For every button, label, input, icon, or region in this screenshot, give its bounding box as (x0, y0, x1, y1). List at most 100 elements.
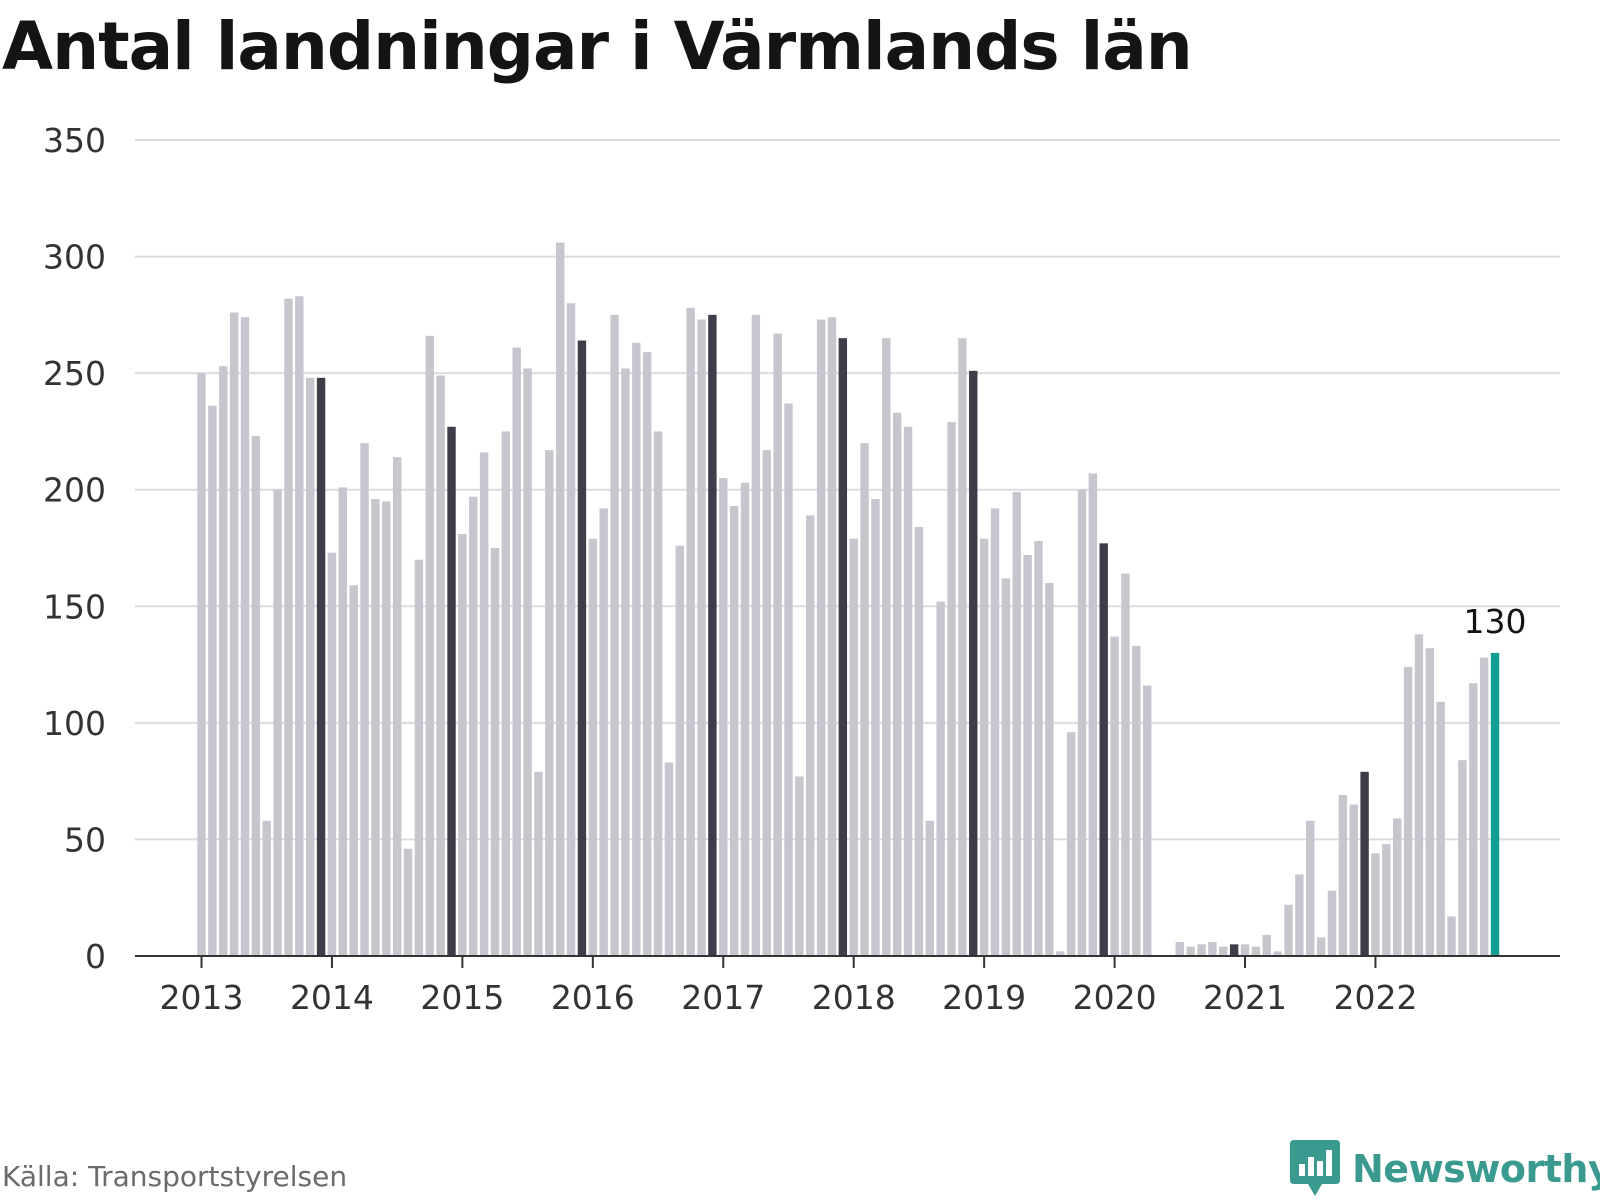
bar (1414, 634, 1424, 956)
y-tick-label: 100 (43, 704, 106, 743)
bar (653, 431, 663, 956)
bar (1229, 944, 1239, 956)
newsworthy-logo[interactable]: Newsworthy (1290, 1140, 1600, 1198)
bar (1425, 648, 1435, 956)
bar (632, 342, 641, 957)
bar (1251, 946, 1261, 956)
bar (773, 333, 782, 956)
bar (708, 314, 717, 956)
bar (762, 450, 771, 956)
x-tick-label: 2017 (681, 978, 765, 1017)
y-tick-label: 300 (43, 238, 106, 277)
bar (316, 377, 326, 956)
bar (1295, 874, 1304, 956)
bar (610, 314, 619, 956)
bar (697, 319, 706, 956)
x-tick-label: 2018 (812, 978, 896, 1017)
bar (990, 508, 1000, 956)
y-tick-label: 250 (43, 354, 106, 393)
bar (1001, 578, 1011, 956)
bar (1360, 771, 1369, 956)
bar (392, 457, 402, 956)
bar (599, 508, 608, 956)
bar (1371, 853, 1380, 956)
bar (1121, 573, 1130, 956)
bar (958, 338, 967, 956)
bar (1382, 844, 1391, 956)
gridlines (135, 139, 1560, 841)
x-axis: 2013 2014 2015 2016 2017 2018 2019 2020 2021 2022 (135, 955, 1560, 1017)
bar (740, 482, 750, 956)
bar (458, 534, 467, 956)
bar (545, 450, 554, 956)
data-labels: 130 (1464, 602, 1527, 641)
bar (577, 340, 587, 956)
x-tick-label: 2016 (551, 978, 635, 1017)
bar (1088, 473, 1098, 956)
bar (1066, 732, 1076, 956)
bar (1186, 946, 1195, 956)
bar (806, 515, 815, 956)
bar (197, 373, 206, 956)
bar (1142, 685, 1152, 956)
x-tick-label: 2013 (160, 978, 244, 1017)
bar (588, 538, 598, 956)
bar (469, 496, 478, 956)
bar (795, 776, 804, 956)
y-axis-ticks: 0 50 100 150 200 250 300 350 (43, 121, 106, 976)
bar (1338, 795, 1348, 956)
bar (490, 548, 500, 956)
bar (903, 426, 913, 956)
bar (1240, 944, 1250, 956)
x-tick-label: 2020 (1073, 978, 1157, 1017)
bar (1099, 543, 1108, 956)
bar (501, 431, 511, 956)
bar (1219, 946, 1228, 956)
bar (1056, 951, 1065, 956)
bar (860, 443, 869, 957)
bar (1262, 935, 1271, 956)
bar (240, 317, 250, 956)
bar (969, 370, 978, 956)
bar (1327, 890, 1337, 956)
bar (436, 375, 445, 957)
bar (360, 443, 369, 957)
bar (556, 242, 565, 956)
bar (1469, 683, 1478, 956)
bar (284, 298, 293, 956)
bar (523, 368, 532, 957)
bar (229, 312, 239, 956)
last-value-label: 130 (1464, 602, 1527, 641)
bar (892, 412, 902, 956)
bar (371, 499, 380, 956)
bar (1447, 916, 1456, 956)
bar (664, 762, 674, 956)
bar (447, 426, 456, 956)
y-tick-label: 150 (43, 587, 106, 626)
bar (414, 559, 424, 956)
bar (816, 319, 826, 956)
bar (1458, 760, 1467, 956)
logo-text: Newsworthy (1352, 1147, 1600, 1191)
bar (1316, 937, 1326, 956)
bar (1175, 942, 1184, 956)
bar (1436, 701, 1445, 956)
bar (849, 538, 858, 956)
bar (979, 538, 989, 956)
y-tick-label: 200 (43, 471, 106, 510)
bar (936, 601, 945, 956)
bar (1077, 489, 1087, 956)
bar (686, 307, 695, 956)
bar (425, 335, 434, 957)
bar (1045, 582, 1054, 956)
bar (338, 487, 348, 956)
bar (719, 478, 728, 956)
y-tick-label: 0 (85, 937, 106, 976)
bar (914, 527, 924, 956)
bar (1132, 645, 1141, 956)
bar (1490, 652, 1500, 956)
bar (512, 347, 521, 956)
source-note: Källa: Transportstyrelsen (2, 1160, 348, 1193)
bar (208, 405, 217, 956)
y-tick-label: 50 (64, 820, 106, 859)
